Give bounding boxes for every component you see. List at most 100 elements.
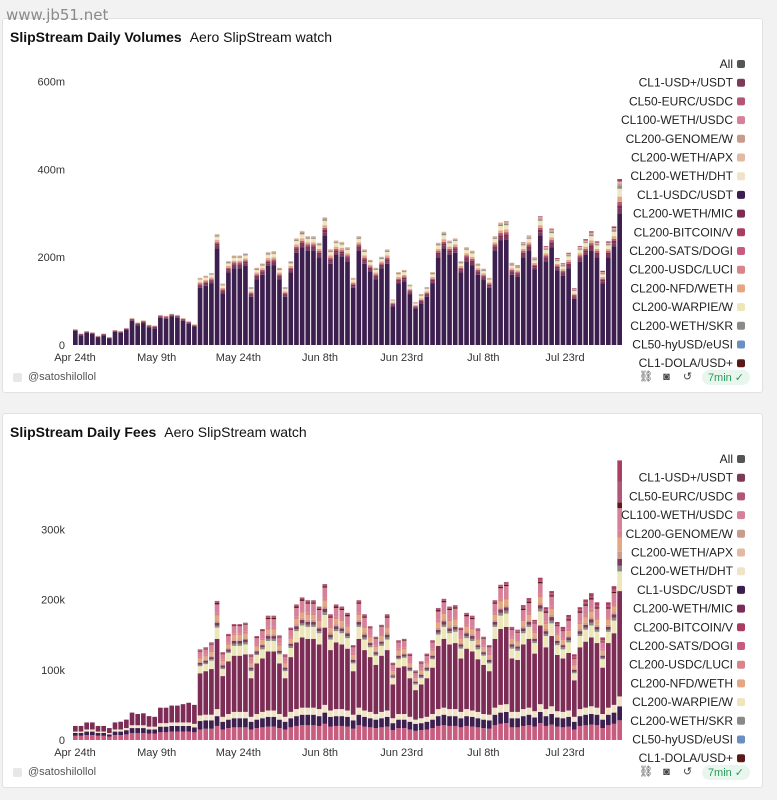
legend-item[interactable]: CL200-NFD/WETH (630, 676, 745, 690)
legend-item[interactable]: CL200-WARPIE/W (632, 300, 745, 314)
bar-segment (271, 253, 277, 256)
bar-segment (532, 643, 537, 654)
legend-item[interactable]: CL200-WETH/APX (631, 151, 745, 165)
footer-user[interactable]: @satoshilollol (13, 766, 96, 778)
bar-segment (390, 306, 396, 345)
bar-segment (577, 725, 583, 740)
bar-stack (265, 251, 271, 345)
legend-item[interactable]: CL200-WETH/APX (631, 546, 745, 560)
legend-item[interactable]: CL200-WETH/MIC (633, 602, 745, 616)
legend-item[interactable]: CL200-WETH/MIC (633, 207, 745, 221)
legend-item[interactable]: CL200-WETH/SKR (630, 319, 745, 333)
legend-item[interactable]: CL200-WETH/SKR (630, 714, 745, 728)
bar-segment (458, 727, 464, 740)
bar-segment (486, 663, 492, 672)
bar-segment (566, 617, 571, 620)
bar-segment (203, 656, 209, 660)
camera-icon[interactable]: ◙ (663, 371, 670, 383)
bar-segment (271, 619, 277, 627)
bar-stack (458, 627, 464, 740)
bar-segment (260, 645, 265, 648)
bar-segment (611, 236, 617, 239)
legend-item[interactable]: CL50-hyUSD/eUSI (632, 338, 745, 352)
bar-segment (430, 281, 435, 284)
legend-item[interactable]: CL200-BITCOIN/V (634, 620, 745, 634)
link-icon[interactable]: ⛓ (638, 766, 653, 778)
bar-segment (452, 619, 458, 625)
bar-segment (435, 607, 441, 611)
bar-segment (430, 273, 435, 275)
legend-item[interactable]: CL200-BITCOIN/V (634, 225, 745, 239)
legend-item[interactable]: CL200-USDC/LUCI (629, 263, 745, 277)
legend-item[interactable]: CL1-DOLA/USD+ (639, 751, 745, 765)
bar-segment (418, 673, 424, 675)
bar-segment (430, 659, 435, 668)
bar-segment (226, 642, 231, 645)
link-icon[interactable]: ⛓ (638, 371, 653, 383)
legend-item[interactable]: CL1-USDC/USDT (637, 583, 745, 597)
bar-segment (129, 319, 135, 321)
bar-segment (447, 644, 452, 710)
bar-stack (345, 612, 350, 740)
bar-segment (560, 267, 566, 270)
legend-item[interactable]: CL100-WETH/USDC (621, 113, 745, 127)
bar-segment (600, 650, 605, 655)
bar-segment (515, 265, 520, 267)
bar-segment (84, 722, 89, 730)
legend-item[interactable]: CL200-NFD/WETH (630, 281, 745, 295)
bar-segment (362, 634, 367, 638)
freshness-badge[interactable]: 7min ✓ (701, 765, 750, 780)
bar-segment (458, 627, 464, 630)
bar-segment (197, 721, 203, 730)
legend-item[interactable]: CL200-WARPIE/W (632, 695, 745, 709)
legend-item[interactable]: All (720, 57, 745, 71)
bar-segment (396, 281, 401, 284)
legend-item[interactable]: CL50-hyUSD/eUSI (632, 733, 745, 747)
legend-item[interactable]: CL50-EURC/USDC (629, 94, 745, 108)
bar-segment (430, 641, 435, 643)
bar-segment (543, 246, 549, 248)
bar-segment (486, 655, 492, 659)
bar-segment (294, 252, 299, 345)
bar-segment (384, 716, 390, 727)
bar-segment (101, 334, 106, 336)
camera-icon[interactable]: ◙ (663, 766, 670, 778)
legend-item[interactable]: All (720, 452, 745, 466)
legend-item[interactable]: CL100-WETH/USDC (621, 508, 745, 522)
bar-segment (282, 716, 288, 722)
footer-user[interactable]: @satoshilollol (13, 371, 96, 383)
bar-segment (209, 650, 214, 653)
legend-item[interactable]: CL200-GENOME/W (626, 527, 745, 541)
bar-segment (560, 266, 566, 268)
legend-item[interactable]: CL200-SATS/DOGI (629, 244, 745, 258)
bar-segment (554, 260, 560, 262)
bar-segment (373, 279, 379, 345)
bar-segment (271, 257, 277, 260)
legend-item[interactable]: CL1-USD+/USDT (639, 76, 745, 90)
refresh-icon[interactable]: ↺ (682, 371, 693, 383)
bar-segment (526, 242, 532, 245)
legend-item[interactable]: CL200-WETH/DHT (630, 564, 745, 578)
bar-segment (577, 248, 583, 250)
legend-item[interactable]: CL200-WETH/DHT (630, 169, 745, 183)
bar-segment (214, 600, 220, 604)
bar-segment (600, 270, 605, 273)
bar-segment (288, 638, 294, 643)
bar-stack (78, 333, 84, 345)
legend-item[interactable]: CL200-USDC/LUCI (629, 658, 745, 672)
bar-segment (209, 652, 214, 656)
legend-item[interactable]: CL1-USDC/USDT (637, 188, 745, 202)
legend-item[interactable]: CL1-USD+/USDT (639, 471, 745, 485)
legend-item[interactable]: CL200-GENOME/W (626, 132, 745, 146)
refresh-icon[interactable]: ↺ (682, 766, 693, 778)
bar-segment (600, 281, 605, 284)
bar-segment (401, 657, 407, 667)
bar-segment (401, 273, 407, 275)
bar-stack (418, 294, 424, 345)
legend-item[interactable]: CL1-DOLA/USD+ (639, 356, 745, 370)
legend-item[interactable]: CL50-EURC/USDC (629, 489, 745, 503)
legend-label: CL1-USD+/USDT (639, 471, 734, 485)
freshness-badge[interactable]: 7min ✓ (701, 370, 750, 385)
legend-item[interactable]: CL200-SATS/DOGI (629, 639, 745, 653)
fees-panel: SlipStream Daily Fees Aero SlipStream wat… (2, 413, 763, 788)
